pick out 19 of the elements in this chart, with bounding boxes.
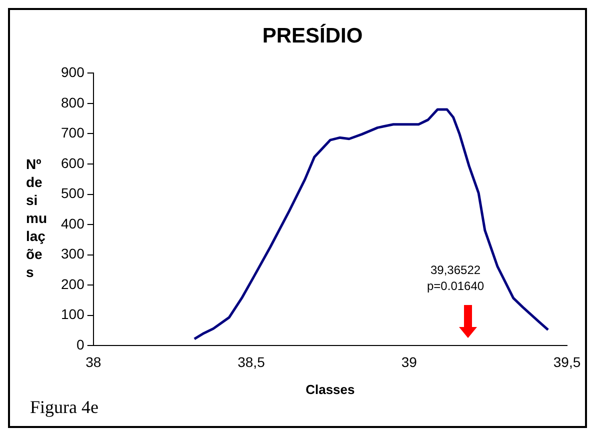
x-axis-title: Classes: [306, 382, 355, 397]
y-tick-label: 900: [61, 64, 85, 80]
y-tick-label: 600: [61, 154, 85, 171]
text: Figura 4e: [30, 397, 98, 417]
x-tick-label: 39,5: [553, 354, 581, 370]
y-tick-label: 200: [61, 276, 85, 292]
y-tick-label: 400: [61, 215, 85, 232]
y-tick-label: 100: [61, 306, 85, 322]
y-axis-title: Nº de simulações: [26, 155, 48, 281]
x-tick-label: 38: [86, 354, 102, 370]
annotation: 39,36522 p=0.01640: [427, 263, 484, 294]
chart-title: PRESÍDIO: [262, 23, 363, 48]
y-tick-label: 0: [76, 336, 85, 352]
x-tick-label: 38,5: [238, 354, 266, 370]
y-tick-label: 800: [61, 94, 85, 110]
x-tick-label: 39: [401, 354, 418, 370]
y-tick-label: 300: [61, 246, 85, 262]
y-tick-label: 700: [61, 124, 85, 141]
y-tick-label: 500: [61, 185, 85, 202]
